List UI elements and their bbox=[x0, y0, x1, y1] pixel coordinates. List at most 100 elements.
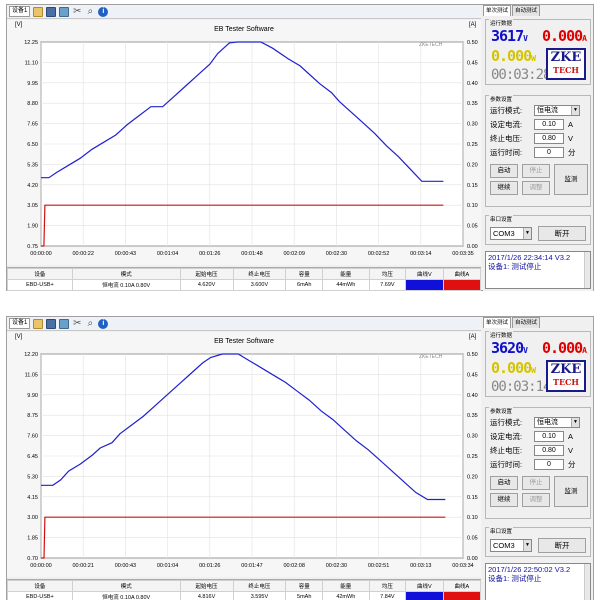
log-line: 设备1: 测试停止 bbox=[488, 262, 542, 271]
stats-header-cell: 起始电压 bbox=[179, 580, 234, 592]
monitor-button[interactable]: 监测 bbox=[554, 476, 588, 507]
info-icon[interactable]: i bbox=[98, 318, 109, 329]
y-right-tick-label: 0.45 bbox=[467, 60, 478, 66]
stop-voltage-input[interactable]: 0.80 bbox=[534, 445, 564, 456]
run-time-input[interactable]: 0 bbox=[534, 459, 564, 470]
log-line: 设备1: 测试停止 bbox=[488, 574, 542, 583]
brand-watermark: ZKETECH bbox=[419, 354, 443, 360]
info-icon[interactable]: i bbox=[98, 6, 109, 17]
zoom-icon[interactable]: ⌕ bbox=[87, 5, 94, 17]
set-current-input[interactable]: 0.10 bbox=[534, 119, 564, 130]
start-button[interactable]: 启动 bbox=[490, 164, 518, 178]
energy-cell: 42mWh bbox=[322, 591, 370, 600]
y-right-tick-label: 0.20 bbox=[467, 162, 478, 168]
monitor-button[interactable]: 监测 bbox=[554, 164, 588, 195]
device-cell: EBD-USB+ bbox=[7, 279, 73, 291]
continue-button[interactable]: 继续 bbox=[490, 493, 518, 507]
mode-select[interactable]: 恒电流 ▼ bbox=[534, 417, 580, 428]
tab-auto-test[interactable]: 自动测试 bbox=[512, 317, 541, 328]
stats-header-cell: 曲线V bbox=[405, 580, 444, 592]
tools-icon[interactable]: ✂ bbox=[73, 317, 82, 329]
tab-single-test[interactable]: 单次测试 bbox=[483, 5, 512, 16]
run-time-input[interactable]: 0 bbox=[534, 147, 564, 158]
stop-voltage-input[interactable]: 0.80 bbox=[534, 133, 564, 144]
brand-watermark: ZKETECH bbox=[419, 42, 443, 48]
table-row[interactable]: EBD-USB+ 恒电流 0.10A 0.80V 4.816V 3.595V 5… bbox=[7, 591, 482, 600]
set-current-row: 设定电流: 0.10 A bbox=[490, 119, 573, 130]
set-current-input[interactable]: 0.10 bbox=[534, 431, 564, 442]
x-tick-label: 00:01:47 bbox=[241, 563, 262, 569]
stop-voltage-row: 终止电压: 0.80 V bbox=[490, 133, 573, 144]
export-image-icon[interactable] bbox=[59, 318, 70, 329]
stats-header-cell: 能量 bbox=[322, 580, 370, 592]
device-cell: EBD-USB+ bbox=[7, 591, 73, 600]
voltage-series-line bbox=[41, 353, 446, 501]
y-left-tick-label: 8.75 bbox=[27, 413, 38, 419]
save-icon[interactable] bbox=[46, 6, 57, 17]
chart-area: 0.75 0.00 1.90 0.05 3.05 0.10 4.20 0.15 5.35 0.20… bbox=[7, 20, 481, 265]
curve-a-swatch[interactable] bbox=[442, 591, 482, 600]
y-right-unit: [A] bbox=[469, 22, 477, 28]
mode-cell: 恒电流 0.10A 0.80V bbox=[71, 279, 181, 291]
adjust-button[interactable]: 调整 bbox=[522, 493, 550, 507]
y-right-tick-label: 0.30 bbox=[467, 122, 478, 128]
stats-header-cell: 容量 bbox=[285, 268, 324, 280]
y-right-tick-label: 0.25 bbox=[467, 142, 478, 148]
export-image-icon[interactable] bbox=[59, 6, 70, 17]
tools-icon[interactable]: ✂ bbox=[73, 5, 82, 17]
y-left-tick-label: 11.10 bbox=[25, 60, 38, 66]
y-left-tick-label: 8.80 bbox=[27, 101, 38, 107]
tab-single-test[interactable]: 单次测试 bbox=[483, 317, 512, 328]
stats-header-cell: 终止电压 bbox=[232, 268, 287, 280]
status-log: 2017/1/26 22:34:14 V3.2 设备1: 测试停止 bbox=[485, 251, 591, 289]
x-tick-label: 00:01:48 bbox=[241, 251, 262, 257]
x-tick-label: 00:02:30 bbox=[326, 251, 347, 257]
curve-a-swatch[interactable] bbox=[442, 279, 482, 291]
mode-row: 运行模式: 恒电流 ▼ bbox=[490, 417, 580, 428]
tab-auto-test[interactable]: 自动测试 bbox=[512, 5, 541, 16]
zoom-icon[interactable]: ⌕ bbox=[87, 317, 94, 329]
log-scrollbar[interactable] bbox=[584, 564, 590, 600]
open-icon[interactable] bbox=[33, 6, 44, 17]
group-label: 运行数据 bbox=[489, 331, 514, 339]
current-series-line bbox=[41, 204, 444, 247]
stats-header-cell: 均压 bbox=[368, 268, 407, 280]
y-left-tick-label: 5.30 bbox=[27, 474, 38, 480]
com-port-select[interactable]: COM3 ▼ bbox=[490, 539, 532, 552]
y-left-tick-label: 11.05 bbox=[25, 372, 38, 378]
open-icon[interactable] bbox=[33, 318, 44, 329]
y-right-unit: [A] bbox=[469, 334, 477, 340]
power-readout: 0.000W bbox=[491, 47, 536, 65]
curve-v-swatch[interactable] bbox=[405, 279, 444, 291]
continue-button[interactable]: 继续 bbox=[490, 181, 518, 195]
y-right-tick-label: 0.35 bbox=[467, 101, 478, 107]
table-row[interactable]: EBD-USB+ 恒电流 0.10A 0.80V 4.620V 3.600V 6… bbox=[7, 279, 482, 291]
save-icon[interactable] bbox=[46, 318, 57, 329]
start-button[interactable]: 启动 bbox=[490, 476, 518, 490]
stats-header-row: 设备 模式 起始电压 终止电压 容量 能量 均压 曲线V 曲线A bbox=[7, 580, 482, 592]
y-left-tick-label: 4.15 bbox=[27, 495, 38, 501]
stats-header-cell: 容量 bbox=[285, 580, 324, 592]
com-port-select[interactable]: COM3 ▼ bbox=[490, 227, 532, 240]
log-scrollbar[interactable] bbox=[584, 252, 590, 288]
curve-v-swatch[interactable] bbox=[405, 591, 444, 600]
set-current-label: 设定电流: bbox=[490, 120, 523, 129]
adjust-button[interactable]: 调整 bbox=[522, 181, 550, 195]
run-time-row: 运行时间: 0 分 bbox=[490, 459, 576, 470]
stop-button[interactable]: 停止 bbox=[522, 164, 550, 178]
chevron-down-icon: ▼ bbox=[523, 540, 531, 551]
group-label: 参数设置 bbox=[489, 407, 514, 415]
device-selector[interactable]: 设备1 bbox=[9, 6, 31, 17]
device-selector[interactable]: 设备1 bbox=[9, 318, 31, 329]
stop-button[interactable]: 停止 bbox=[522, 476, 550, 490]
param-group: 参数设置 运行模式: 恒电流 ▼ 设定电流: 0.10 A 终止电压: 0.80 … bbox=[485, 407, 591, 519]
group-label: 串口设置 bbox=[489, 215, 514, 223]
mode-select[interactable]: 恒电流 ▼ bbox=[534, 105, 580, 116]
disconnect-button[interactable]: 断开 bbox=[538, 538, 586, 553]
stats-header-cell: 曲线V bbox=[405, 268, 444, 280]
current-series-line bbox=[41, 516, 446, 559]
log-line: 2017/1/26 22:34:14 V3.2 bbox=[488, 253, 571, 262]
y-left-tick-label: 3.05 bbox=[27, 203, 38, 209]
disconnect-button[interactable]: 断开 bbox=[538, 226, 586, 241]
x-tick-label: 00:00:00 bbox=[30, 251, 51, 257]
